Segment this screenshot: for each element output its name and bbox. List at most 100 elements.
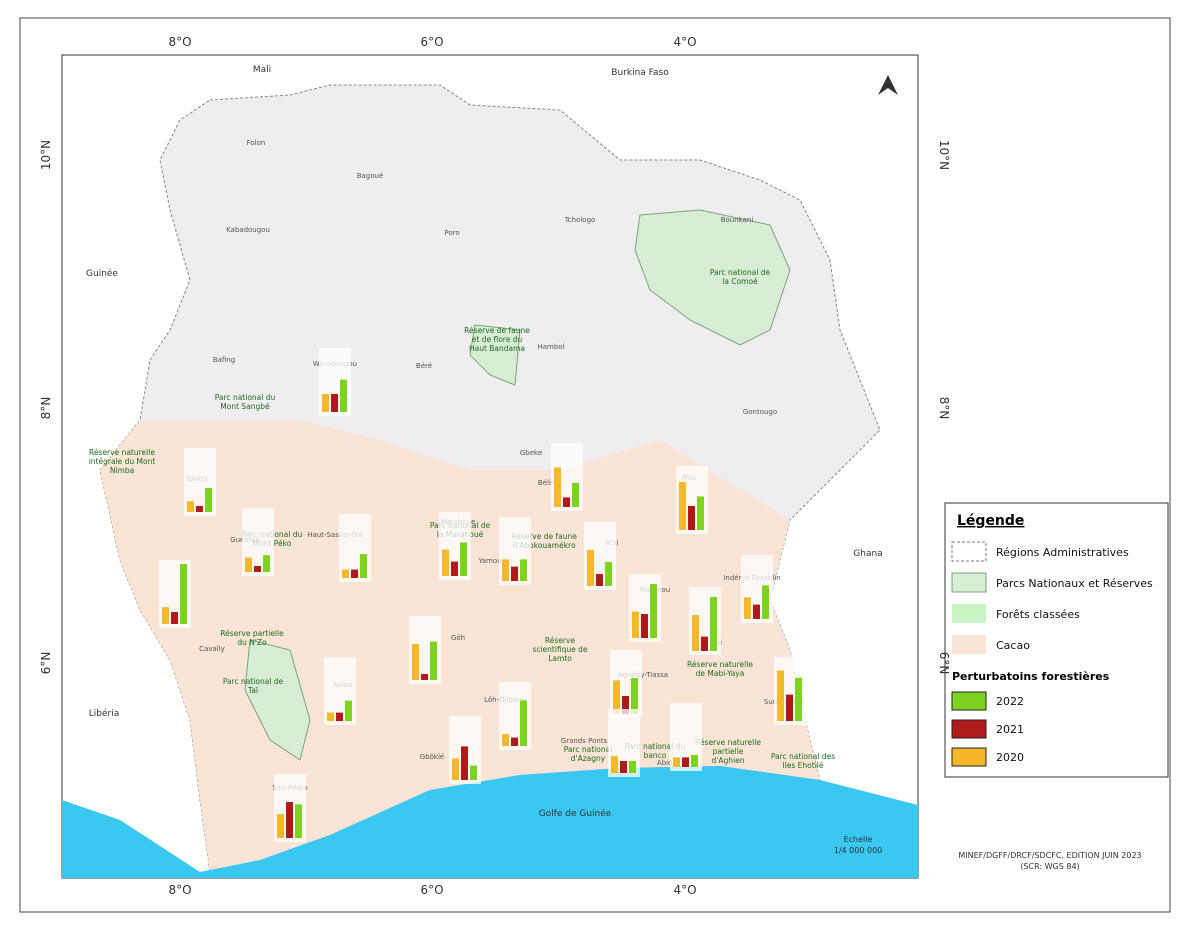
bar: [331, 394, 338, 412]
bar: [451, 561, 458, 576]
bar: [744, 597, 751, 619]
bar: [502, 559, 509, 581]
park-label: Réserve de faune: [511, 532, 577, 541]
bar: [641, 614, 648, 638]
graticule-label: 4°O: [673, 883, 696, 897]
park-label: d'Abokouamékro: [512, 541, 575, 550]
park-label: scientifique de: [532, 645, 588, 654]
legend-swatch: [951, 572, 987, 593]
graticule-label: 6°N: [937, 652, 951, 675]
region-label: Bafing: [213, 356, 235, 364]
bar: [205, 488, 212, 512]
region-label: Bagoué: [357, 172, 384, 180]
ocean: [62, 766, 918, 878]
region-label: Béré: [416, 362, 432, 370]
bar: [452, 758, 459, 780]
bar: [360, 554, 367, 578]
park-label: la Comoé: [722, 277, 758, 286]
region-label: Agnéby-Tiassa: [618, 671, 668, 679]
bar: [697, 496, 704, 530]
bar: [254, 566, 261, 572]
bar: [245, 557, 252, 572]
graticule-label: 6°O: [420, 35, 443, 49]
graticule-label: 10°N: [937, 140, 951, 170]
bar: [171, 612, 178, 624]
park-label: et de flore du: [472, 335, 523, 344]
park-label: partielle: [713, 747, 744, 756]
park-label: intégrale du Mont: [89, 457, 156, 466]
north-arrow: [878, 75, 898, 95]
bar: [430, 641, 437, 680]
bar: [351, 569, 358, 578]
legend-swatch: [952, 635, 986, 654]
legend-label: Forêts classées: [996, 608, 1080, 621]
park-label: Lamto: [548, 654, 572, 663]
bar: [511, 566, 518, 581]
region-label: Tchologo: [564, 216, 596, 224]
bar: [342, 569, 349, 578]
country-label: Golfe de Guinée: [539, 808, 612, 819]
bar: [632, 611, 639, 638]
country-label: Burkina Faso: [611, 68, 669, 78]
legend-swatch: [951, 747, 987, 767]
legend-label: Cacao: [996, 639, 1030, 652]
graticule-label: 6°N: [39, 652, 53, 675]
bar: [777, 670, 784, 721]
graticule-label: 4°O: [673, 35, 696, 49]
bar: [650, 584, 657, 638]
bar: [572, 483, 579, 507]
legend-swatch: [951, 541, 987, 562]
park-label: Parc national du: [215, 393, 276, 402]
park-label: Parc national de: [223, 677, 284, 686]
region-label: Bélier: [538, 479, 558, 487]
region-label: Gbôklé: [420, 753, 444, 761]
bar: [753, 604, 760, 619]
region-label: Kabadougou: [226, 226, 270, 234]
bar: [631, 678, 638, 714]
bar: [692, 615, 699, 651]
bar: [611, 756, 618, 773]
bar: [520, 559, 527, 581]
bar: [622, 696, 629, 714]
bar: [795, 677, 802, 721]
bar: [295, 804, 302, 838]
legend-swatch: [952, 604, 986, 623]
bar: [596, 574, 603, 586]
park-label: Réserve naturelle: [89, 448, 155, 457]
bar: [629, 761, 636, 773]
legend-swatch: [951, 719, 987, 739]
bar: [470, 765, 477, 780]
park-label: du N'Zo: [237, 638, 267, 647]
park-label: Taï: [247, 686, 259, 695]
park-label: Réserve: [545, 636, 576, 645]
bar: [520, 700, 527, 746]
park-label: Haut Bandama: [469, 344, 525, 353]
bar: [701, 636, 708, 651]
legend-label: Parcs Nationaux et Réserves: [996, 577, 1153, 590]
bar: [460, 542, 467, 576]
legend-label: 2021: [996, 723, 1024, 736]
land: [62, 84, 918, 878]
bar: [563, 497, 570, 507]
bar: [682, 757, 689, 767]
region-label: Hambol: [537, 343, 564, 351]
bar: [587, 550, 594, 586]
bar: [322, 394, 329, 412]
park-label: Iles Ehotilé: [782, 761, 823, 770]
legend-label: 2020: [996, 751, 1024, 764]
bar: [162, 607, 169, 624]
park-label: Réserve de faune: [464, 326, 530, 335]
bar: [679, 482, 686, 530]
park-label: Parc national du: [625, 742, 686, 751]
credit: (SCR: WGS 84): [1020, 862, 1079, 871]
bar: [442, 549, 449, 576]
bar: [710, 597, 717, 651]
bar: [762, 585, 769, 619]
bar: [277, 814, 284, 838]
bar: [461, 746, 468, 780]
bar: [336, 712, 343, 721]
bar: [187, 501, 194, 512]
legend-label: Régions Administratives: [996, 546, 1129, 559]
park-label: banco: [644, 751, 667, 760]
